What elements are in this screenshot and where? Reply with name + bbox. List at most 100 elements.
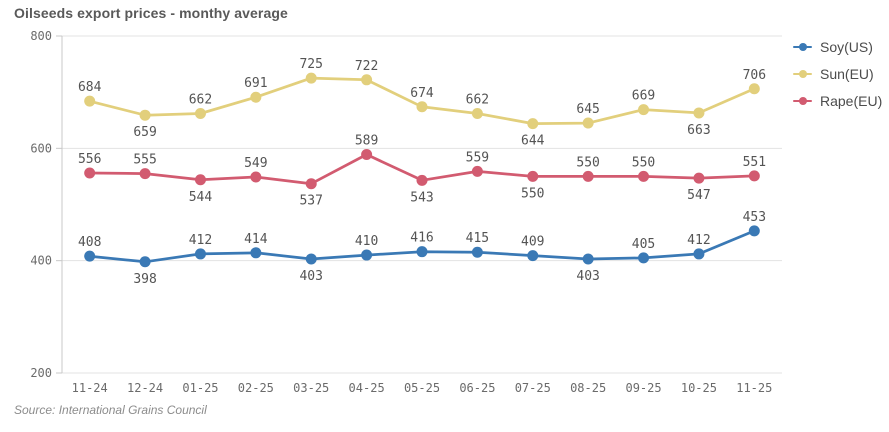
- data-point[interactable]: [361, 249, 373, 261]
- data-label: 550: [521, 186, 544, 201]
- data-label: 453: [743, 210, 766, 225]
- data-point[interactable]: [194, 248, 206, 260]
- data-label: 409: [521, 235, 544, 250]
- line-chart-canvas: 200 400 600 800 11-24 12-24 01-25 02-25 03-25 04-…: [30, 29, 782, 395]
- legend-line-dot-icon: [793, 69, 812, 79]
- data-label: 589: [355, 134, 378, 149]
- data-point[interactable]: [527, 250, 539, 262]
- data-point[interactable]: [693, 172, 705, 184]
- data-point[interactable]: [693, 107, 705, 119]
- data-label: 537: [299, 194, 322, 209]
- data-label: 414: [244, 232, 268, 247]
- data-label: 415: [466, 231, 489, 246]
- data-point[interactable]: [84, 250, 96, 262]
- data-point[interactable]: [748, 83, 760, 95]
- data-point[interactable]: [194, 108, 206, 120]
- data-point[interactable]: [305, 253, 317, 265]
- data-point[interactable]: [250, 171, 262, 183]
- data-point[interactable]: [471, 108, 483, 120]
- data-point[interactable]: [305, 178, 317, 190]
- legend-item-sun[interactable]: Sun(EU): [793, 60, 882, 87]
- x-tick-label: 05-25: [404, 381, 440, 395]
- data-point[interactable]: [471, 165, 483, 177]
- x-tick-label: 12-24: [127, 381, 163, 395]
- data-label: 410: [355, 234, 378, 249]
- x-tick-label: 08-25: [570, 381, 606, 395]
- data-point[interactable]: [638, 104, 650, 116]
- data-label: 725: [299, 57, 322, 72]
- data-point[interactable]: [361, 149, 373, 161]
- x-tick-label: 01-25: [182, 381, 218, 395]
- series-Soy(US): 408 398 412 414 403 410 416 415 409 403 405 412 453: [78, 210, 766, 287]
- data-label: 659: [133, 125, 156, 140]
- data-label: 556: [78, 152, 101, 167]
- data-point[interactable]: [416, 246, 428, 258]
- data-label: 408: [78, 235, 101, 250]
- data-label: 412: [189, 233, 212, 248]
- legend-label: Sun(EU): [820, 65, 874, 82]
- data-point[interactable]: [638, 252, 650, 264]
- x-tick-label: 10-25: [681, 381, 717, 395]
- data-label: 416: [410, 231, 433, 246]
- legend: Soy(US) Sun(EU) Rape(EU): [793, 33, 882, 114]
- legend-item-soy[interactable]: Soy(US): [793, 33, 882, 60]
- legend-line-dot-icon: [793, 42, 812, 52]
- data-point[interactable]: [471, 246, 483, 258]
- data-label: 551: [743, 155, 766, 170]
- source-note: Source: International Grains Council: [14, 403, 207, 417]
- x-tick-label: 11-24: [72, 381, 108, 395]
- data-label: 403: [576, 269, 599, 284]
- data-point[interactable]: [250, 91, 262, 103]
- x-tick-label: 11-25: [736, 381, 772, 395]
- data-point[interactable]: [693, 248, 705, 260]
- data-point[interactable]: [748, 225, 760, 237]
- data-point[interactable]: [305, 72, 317, 84]
- series-Sun(EU): 684 659 662 691 725 722 674 662 644 645 669 663 706: [78, 57, 766, 148]
- chart-title: Oilseeds export prices - monthy average: [14, 5, 288, 21]
- series-Rape(EU): 556 555 544 549 537 589 543 559 550 550 550 547 551: [78, 134, 766, 209]
- data-point[interactable]: [416, 101, 428, 113]
- data-point[interactable]: [84, 95, 96, 107]
- data-label: 403: [299, 269, 322, 284]
- data-label: 412: [687, 233, 710, 248]
- data-label: 663: [687, 123, 710, 138]
- data-label: 555: [133, 153, 156, 168]
- data-label: 550: [576, 155, 599, 170]
- data-point[interactable]: [582, 117, 594, 129]
- data-label: 684: [78, 80, 102, 95]
- data-point[interactable]: [194, 174, 206, 186]
- legend-label: Soy(US): [820, 38, 873, 55]
- y-tick-label: 600: [30, 141, 52, 155]
- data-point[interactable]: [582, 253, 594, 265]
- data-point[interactable]: [527, 118, 539, 130]
- data-label: 405: [632, 237, 655, 252]
- data-point[interactable]: [139, 256, 151, 268]
- legend-label: Rape(EU): [820, 92, 883, 109]
- data-label: 691: [244, 76, 267, 91]
- data-point[interactable]: [582, 170, 594, 182]
- data-point[interactable]: [139, 109, 151, 121]
- data-point[interactable]: [527, 170, 539, 182]
- x-tick-label: 09-25: [625, 381, 661, 395]
- x-tick-label: 03-25: [293, 381, 329, 395]
- data-point[interactable]: [361, 74, 373, 86]
- legend-item-rape[interactable]: Rape(EU): [793, 87, 882, 114]
- data-label: 644: [521, 134, 545, 149]
- data-point[interactable]: [638, 170, 650, 182]
- legend-line-dot-icon: [793, 96, 812, 106]
- data-label: 543: [410, 190, 433, 205]
- data-point[interactable]: [139, 168, 151, 180]
- data-point[interactable]: [84, 167, 96, 179]
- data-label: 550: [632, 155, 655, 170]
- data-label: 559: [466, 150, 489, 165]
- data-point[interactable]: [748, 170, 760, 182]
- data-point[interactable]: [416, 174, 428, 186]
- x-tick-label: 02-25: [238, 381, 274, 395]
- data-label: 547: [687, 188, 710, 203]
- x-tick-label: 07-25: [515, 381, 551, 395]
- data-label: 722: [355, 59, 378, 74]
- data-point[interactable]: [250, 247, 262, 259]
- data-label: 669: [632, 89, 655, 104]
- x-tick-label: 06-25: [459, 381, 495, 395]
